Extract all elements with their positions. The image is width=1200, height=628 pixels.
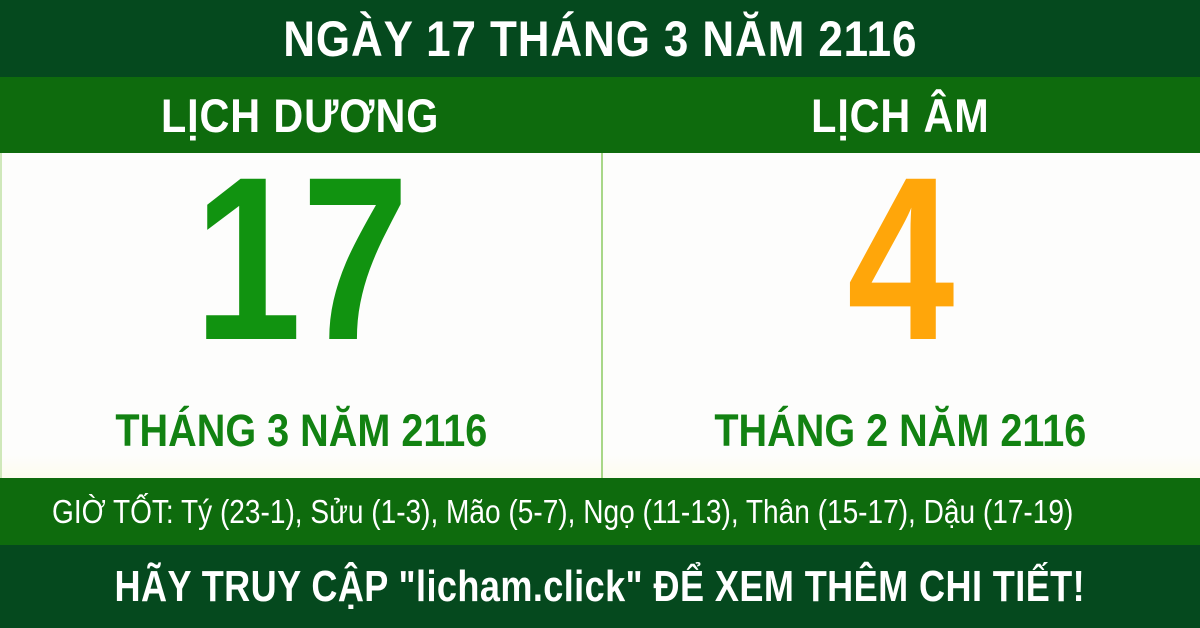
solar-header-label: LỊCH DƯƠNG — [160, 88, 440, 142]
lunar-header: LỊCH ÂM — [600, 77, 1200, 153]
solar-header: LỊCH DƯƠNG — [0, 77, 600, 153]
top-banner: NGÀY 17 THÁNG 3 NĂM 2116 — [0, 0, 1200, 77]
calendar-header: LỊCH DƯƠNG LỊCH ÂM — [0, 77, 1200, 153]
calendar-body: 17 THÁNG 3 NĂM 2116 4 THÁNG 2 NĂM 2116 — [0, 128, 1200, 478]
good-hours-bar: GIỜ TỐT: Tý (23-1), Sửu (1-3), Mão (5-7)… — [0, 478, 1200, 545]
column-divider — [601, 153, 603, 478]
footer-bar: HÃY TRUY CẬP "licham.click" ĐỂ XEM THÊM … — [0, 545, 1200, 628]
solar-day-number: 17 — [193, 128, 410, 389]
solar-month-label: THÁNG 3 NĂM 2116 — [115, 405, 488, 456]
lunar-header-label: LỊCH ÂM — [810, 88, 990, 142]
lunar-day-number: 4 — [846, 128, 955, 389]
good-hours-text: GIỜ TỐT: Tý (23-1), Sửu (1-3), Mão (5-7)… — [52, 492, 1074, 530]
lunar-column: 4 THÁNG 2 NĂM 2116 — [601, 128, 1200, 478]
lunar-month-label: THÁNG 2 NĂM 2116 — [714, 405, 1087, 456]
footer-message: HÃY TRUY CẬP "licham.click" ĐỂ XEM THÊM … — [114, 561, 1086, 611]
page-title: NGÀY 17 THÁNG 3 NĂM 2116 — [282, 10, 918, 67]
solar-column: 17 THÁNG 3 NĂM 2116 — [2, 128, 601, 478]
